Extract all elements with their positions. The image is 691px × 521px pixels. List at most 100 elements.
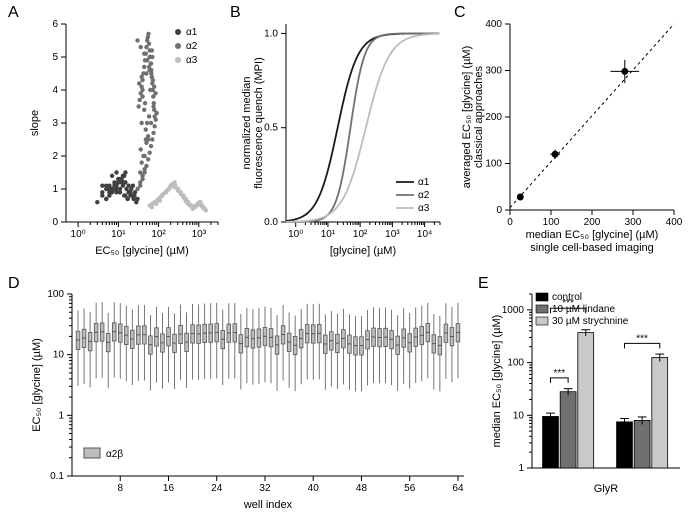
svg-text:0: 0	[507, 217, 513, 228]
scatter-point	[95, 200, 99, 204]
scatter-point	[151, 78, 155, 82]
scatter-point	[147, 42, 151, 46]
scatter-point	[158, 198, 162, 202]
scatter-point	[154, 202, 158, 206]
scatter-point	[139, 160, 143, 164]
scatter-point	[123, 180, 127, 184]
scatter-point	[135, 197, 139, 201]
bar	[560, 392, 576, 468]
scatter-point	[100, 193, 104, 197]
svg-text:16: 16	[163, 483, 175, 494]
scatter-point	[149, 71, 153, 75]
svg-text:10⁰: 10⁰	[288, 229, 303, 240]
scatter-point	[145, 58, 149, 62]
svg-text:α2β: α2β	[106, 449, 123, 460]
scatter-point	[140, 88, 144, 92]
scatter-point	[138, 98, 142, 102]
svg-text:6: 6	[52, 19, 58, 30]
svg-text:classical approaches: classical approaches	[473, 65, 485, 168]
scatter-point	[144, 71, 148, 75]
svg-text:24: 24	[211, 483, 223, 494]
svg-text:0: 0	[52, 217, 58, 228]
svg-text:10: 10	[513, 410, 525, 421]
svg-text:α2: α2	[186, 41, 198, 52]
bar	[543, 416, 559, 468]
scatter-point	[164, 190, 168, 194]
svg-text:64: 64	[452, 483, 464, 494]
svg-text:10³: 10³	[385, 229, 400, 240]
svg-text:10: 10	[53, 350, 65, 361]
scatter-point	[147, 151, 151, 155]
scatter-point	[142, 65, 146, 69]
scatter-point	[149, 144, 153, 148]
scatter-point	[151, 131, 155, 135]
svg-text:400: 400	[666, 217, 683, 228]
scatter-point	[147, 48, 151, 52]
svg-text:10¹: 10¹	[111, 229, 126, 240]
svg-text:fluorescence quench (MPI): fluorescence quench (MPI)	[253, 57, 265, 188]
scatter-point	[139, 45, 143, 49]
scatter-chart-c: 01002003004000100200300400median EC₅₀ [g…	[454, 14, 684, 264]
svg-text:100: 100	[507, 358, 524, 369]
scatter-point	[100, 184, 104, 188]
scatter-point	[135, 38, 139, 42]
svg-text:median EC₅₀ [glycine] (µM): median EC₅₀ [glycine] (µM)	[526, 229, 659, 241]
svg-text:0.0: 0.0	[264, 217, 278, 228]
svg-text:***: ***	[553, 368, 565, 379]
svg-text:1.0: 1.0	[264, 28, 278, 39]
panel-label-a: A	[8, 4, 19, 22]
svg-text:3: 3	[52, 118, 58, 129]
scatter-point	[139, 147, 143, 151]
bar	[617, 422, 633, 468]
scatter-point	[152, 114, 156, 118]
scatter-point	[136, 104, 140, 108]
svg-text:***: ***	[636, 333, 648, 344]
svg-text:[glycine] (µM): [glycine] (µM)	[330, 245, 396, 257]
svg-text:α1: α1	[186, 27, 198, 38]
line-chart-b: 10⁰10¹10²10³10⁴0.00.51.0normalized media…	[236, 14, 446, 264]
svg-text:48: 48	[356, 483, 368, 494]
scatter-point	[147, 114, 151, 118]
scatter-point	[140, 177, 144, 181]
svg-text:200: 200	[485, 112, 502, 123]
scatter-point	[145, 121, 149, 125]
scatter-point	[149, 121, 153, 125]
figure-root: A B C D E 10⁰10¹10²10³0123456EC₅₀ [glyci…	[0, 0, 691, 521]
svg-text:normalized median: normalized median	[241, 77, 253, 170]
scatter-point	[112, 184, 116, 188]
scatter-point	[131, 184, 135, 188]
boxplot-chart-d: 8162432404856640.1110100well indexEC₅₀ […	[24, 286, 472, 516]
svg-text:1000: 1000	[502, 305, 525, 316]
scatter-point	[142, 170, 146, 174]
svg-text:10 µM lindane: 10 µM lindane	[552, 304, 615, 315]
svg-text:well index: well index	[243, 499, 293, 511]
svg-text:0.1: 0.1	[50, 471, 64, 482]
scatter-point	[151, 104, 155, 108]
scatter-point	[122, 193, 126, 197]
scatter-point	[116, 177, 120, 181]
svg-text:1: 1	[58, 410, 64, 421]
scatter-point	[142, 154, 146, 158]
scatter-point	[142, 108, 146, 112]
scatter-point	[142, 52, 146, 56]
panel-b: 10⁰10¹10²10³10⁴0.00.51.0normalized media…	[236, 14, 446, 264]
svg-text:median EC₅₀ [glycine] (µM): median EC₅₀ [glycine] (µM)	[491, 315, 503, 448]
correlation-point	[517, 193, 524, 200]
scatter-point	[104, 187, 108, 191]
scatter-point	[144, 127, 148, 131]
svg-text:EC₅₀ [glycine] (µM): EC₅₀ [glycine] (µM)	[95, 245, 189, 257]
scatter-point	[114, 170, 118, 174]
svg-text:α1: α1	[418, 177, 430, 188]
scatter-point	[150, 137, 154, 141]
svg-text:100: 100	[485, 159, 502, 170]
dose-response-curve	[286, 33, 439, 222]
svg-text:averaged EC₅₀ [glycine] (µM): averaged EC₅₀ [glycine] (µM)	[461, 46, 473, 189]
scatter-point	[121, 174, 125, 178]
correlation-point	[621, 68, 628, 75]
svg-text:EC₅₀ [glycine] (µM): EC₅₀ [glycine] (µM)	[31, 338, 43, 432]
scatter-point	[104, 197, 108, 201]
scatter-point	[107, 190, 111, 194]
svg-text:10⁰: 10⁰	[71, 229, 86, 240]
svg-text:5: 5	[52, 52, 58, 63]
svg-text:2: 2	[52, 151, 58, 162]
